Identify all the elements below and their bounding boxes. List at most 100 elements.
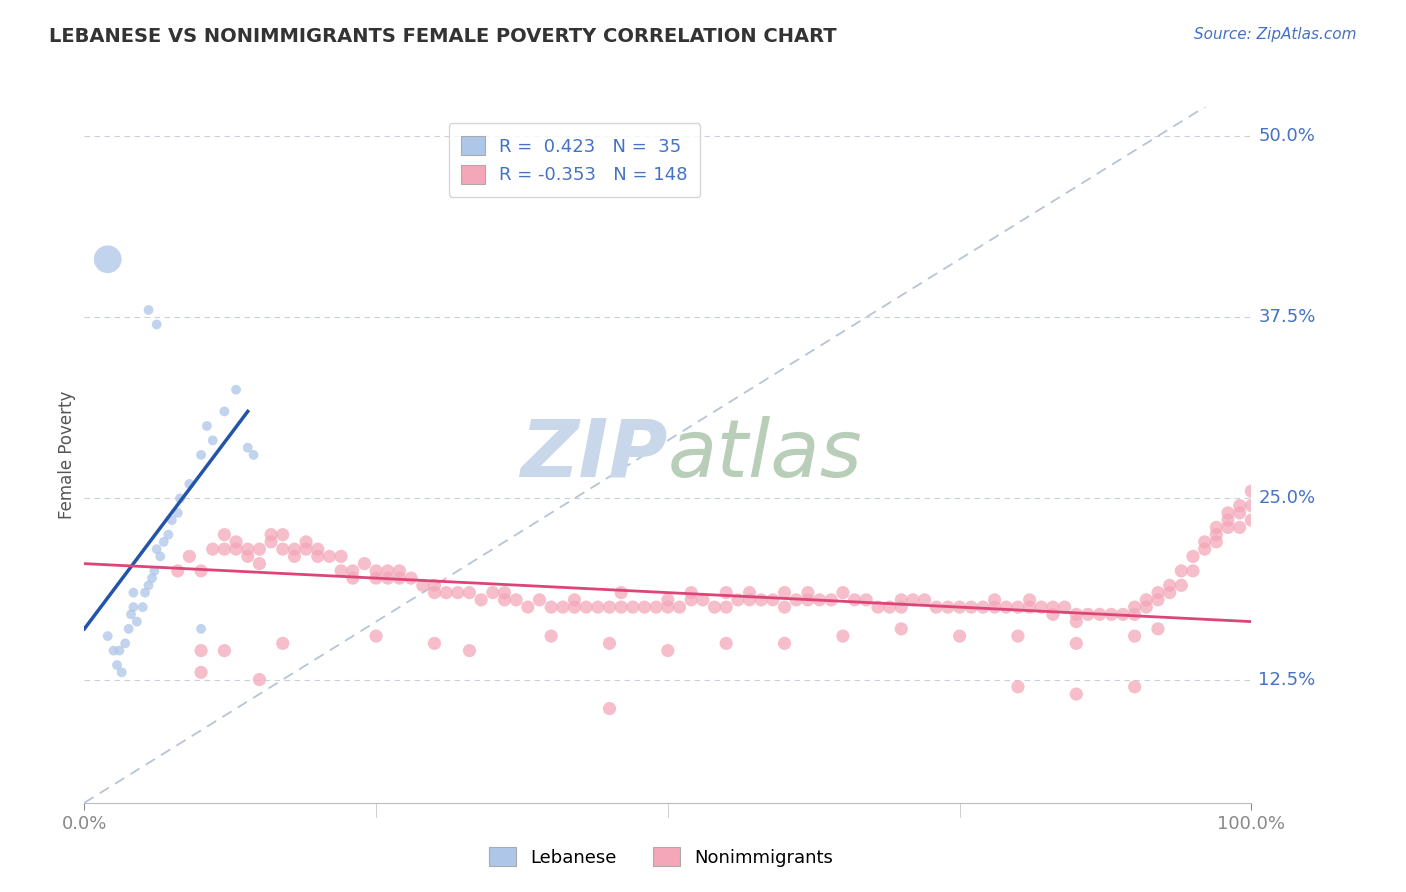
Point <box>681 592 703 607</box>
Point <box>716 585 738 599</box>
Point <box>820 592 842 607</box>
Point <box>242 448 264 462</box>
Point <box>1159 578 1181 592</box>
Point <box>1216 513 1239 527</box>
Point <box>1147 592 1170 607</box>
Point <box>983 600 1005 615</box>
Point <box>773 636 796 650</box>
Point <box>494 592 516 607</box>
Point <box>1205 520 1227 534</box>
Point <box>134 585 156 599</box>
Point <box>138 303 160 318</box>
Point <box>470 592 492 607</box>
Point <box>1077 607 1099 622</box>
Point <box>330 564 353 578</box>
Point <box>692 592 714 607</box>
Point <box>342 564 364 578</box>
Point <box>738 592 761 607</box>
Point <box>1112 607 1135 622</box>
Point <box>225 383 247 397</box>
Y-axis label: Female Poverty: Female Poverty <box>58 391 76 519</box>
Point <box>152 535 174 549</box>
Point <box>160 513 183 527</box>
Point <box>1159 585 1181 599</box>
Text: 12.5%: 12.5% <box>1258 671 1316 689</box>
Point <box>105 658 128 673</box>
Point <box>260 535 283 549</box>
Point <box>762 592 785 607</box>
Point <box>145 542 167 557</box>
Point <box>111 665 134 680</box>
Point <box>1066 687 1088 701</box>
Point <box>1170 564 1192 578</box>
Point <box>307 549 329 564</box>
Point <box>271 542 294 557</box>
Point <box>1123 607 1146 622</box>
Point <box>114 636 136 650</box>
Point <box>190 622 212 636</box>
Point <box>190 643 212 657</box>
Point <box>1216 506 1239 520</box>
Point <box>1018 592 1040 607</box>
Point <box>1099 607 1122 622</box>
Point <box>1066 636 1088 650</box>
Point <box>1042 607 1064 622</box>
Point <box>668 600 690 615</box>
Point <box>458 643 481 657</box>
Point <box>201 434 224 448</box>
Point <box>366 629 388 643</box>
Point <box>1007 680 1029 694</box>
Point <box>225 542 247 557</box>
Point <box>1205 527 1227 541</box>
Point <box>599 636 621 650</box>
Point <box>366 564 388 578</box>
Point <box>925 600 948 615</box>
Point <box>610 585 633 599</box>
Point <box>120 607 142 622</box>
Point <box>271 636 294 650</box>
Point <box>773 585 796 599</box>
Point <box>195 419 218 434</box>
Point <box>434 585 457 599</box>
Point <box>540 600 562 615</box>
Point <box>1007 600 1029 615</box>
Point <box>108 643 131 657</box>
Point <box>797 585 820 599</box>
Point <box>423 585 446 599</box>
Point <box>179 476 201 491</box>
Point <box>190 665 212 680</box>
Point <box>551 600 574 615</box>
Point <box>423 578 446 592</box>
Point <box>1123 600 1146 615</box>
Point <box>388 564 411 578</box>
Point <box>225 535 247 549</box>
Point <box>797 592 820 607</box>
Point <box>342 571 364 585</box>
Point <box>936 600 959 615</box>
Point <box>645 600 668 615</box>
Point <box>1042 600 1064 615</box>
Point <box>749 592 772 607</box>
Point <box>844 592 866 607</box>
Text: Source: ZipAtlas.com: Source: ZipAtlas.com <box>1194 27 1357 42</box>
Point <box>785 592 807 607</box>
Point <box>236 542 259 557</box>
Point <box>564 592 586 607</box>
Point <box>247 557 270 571</box>
Point <box>727 592 749 607</box>
Point <box>353 557 375 571</box>
Point <box>890 600 912 615</box>
Point <box>1240 484 1263 499</box>
Point <box>97 252 120 267</box>
Point <box>505 592 527 607</box>
Point <box>866 600 889 615</box>
Point <box>529 592 551 607</box>
Point <box>1147 585 1170 599</box>
Point <box>657 600 679 615</box>
Point <box>143 564 166 578</box>
Point <box>599 701 621 715</box>
Point <box>901 592 924 607</box>
Point <box>377 564 399 578</box>
Point <box>540 629 562 643</box>
Point <box>879 600 901 615</box>
